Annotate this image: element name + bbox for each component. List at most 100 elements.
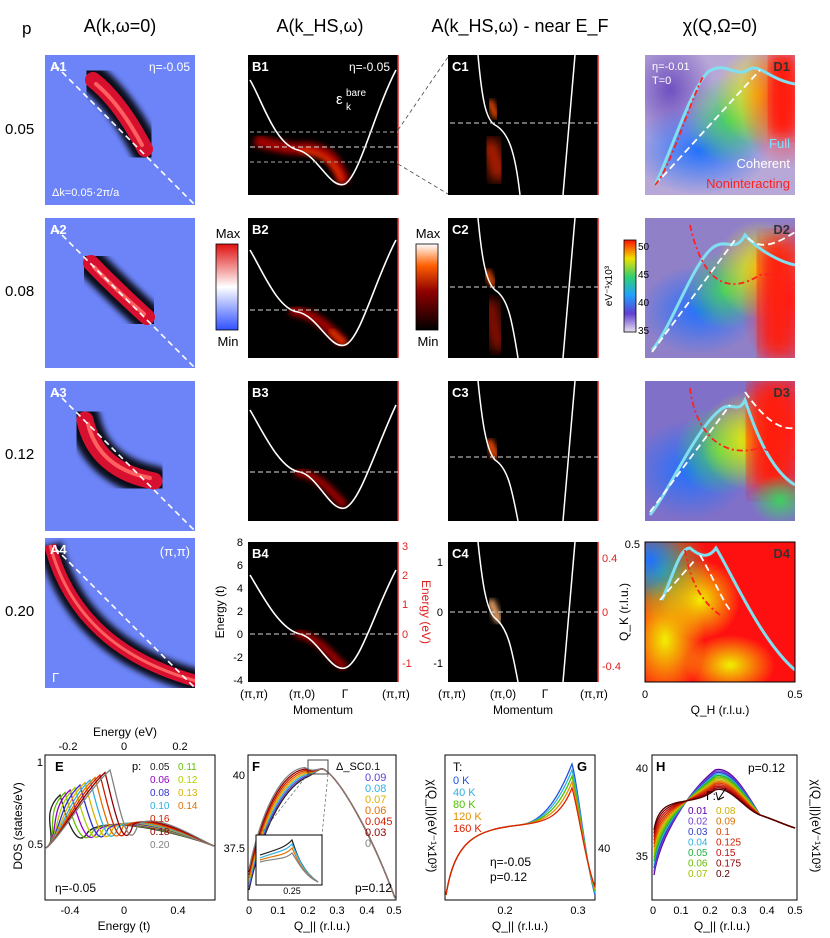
- y-axis-label-right: Energy (eV): [419, 580, 433, 644]
- legend-item: 0.18: [150, 827, 170, 838]
- legend-item: 0.06: [688, 859, 708, 870]
- y-tick-right: -1: [402, 658, 412, 670]
- legend-item: 0.09: [365, 772, 386, 784]
- inset-tick: 0.25: [283, 886, 301, 896]
- chi-curve: [248, 766, 396, 899]
- x-tick: 0.3: [731, 905, 746, 917]
- legend-item: 0.09: [716, 817, 736, 828]
- legend-item: 0.07: [688, 869, 708, 880]
- panel-d2: D2: [645, 218, 795, 358]
- panel-label: D2: [773, 222, 790, 237]
- y-tick: 0: [237, 629, 243, 641]
- y-tick: -2: [233, 652, 243, 664]
- panel-d3: D3: [645, 381, 795, 521]
- p-label: p=0.12: [490, 870, 527, 884]
- cbar-max: Max: [416, 226, 441, 241]
- x-tick: 0.2: [702, 905, 717, 917]
- panel-label: A3: [50, 385, 67, 400]
- panel-b2: B2: [248, 218, 399, 358]
- legend-item: 0.10: [150, 801, 170, 812]
- header-p: p: [22, 19, 31, 38]
- chi-curve: [445, 786, 596, 896]
- y-tick: 6: [237, 560, 243, 572]
- legend-item: 0.14: [178, 801, 198, 812]
- panel-label: H: [656, 759, 665, 774]
- legend-item: 0 K: [453, 775, 470, 787]
- dos-curve: [45, 781, 215, 849]
- panel-c4: C4 1 0 -1 0.4 0 -0.4 (π,π) (π,0) Γ (π,π)…: [433, 541, 621, 717]
- x-tick: Γ: [342, 687, 349, 701]
- panel-b3: B3: [248, 381, 399, 521]
- y-tick: 0: [437, 607, 443, 619]
- panel-label: A2: [50, 222, 67, 237]
- legend-title: Δ_SC:: [336, 761, 368, 773]
- x-tick: 0.4: [759, 905, 774, 917]
- header-col-c: A(k_HS,ω) - near E_F: [431, 16, 608, 37]
- x-tick: (π,π): [382, 687, 410, 701]
- x-tick: 0.1: [270, 905, 285, 917]
- note: p=0.12: [355, 881, 392, 895]
- y-tick-right: 0: [402, 629, 408, 641]
- dos-curve: [45, 776, 215, 849]
- legend-item: 0.07: [365, 794, 386, 806]
- panel-a2: A2: [45, 218, 195, 368]
- zoom-box: [307, 759, 329, 775]
- x-tick: (π,π): [240, 687, 268, 701]
- panel-label: D4: [773, 546, 790, 561]
- y-tick-right: 0.4: [602, 553, 617, 565]
- legend-item: 0.06: [365, 805, 386, 817]
- x-tick: (π,π): [580, 687, 608, 701]
- legend-full: Full: [769, 136, 790, 151]
- y-tick: 37.5: [224, 843, 245, 855]
- panel-label: D1: [773, 59, 790, 74]
- x-axis-label: Q_|| (r.l.u.): [492, 919, 548, 933]
- x-tick: 0.4: [359, 905, 374, 917]
- legend-item: 0: [365, 838, 371, 850]
- panel-a3: A3: [45, 381, 195, 531]
- x-tick: 0: [650, 905, 656, 917]
- y-tick: 4: [237, 583, 243, 595]
- legend-noninteracting: Noninteracting: [706, 176, 790, 191]
- colorbar-a: Max Min: [215, 226, 241, 349]
- legend-item: 0.175: [716, 859, 741, 870]
- x-tick: 0: [642, 689, 648, 701]
- panel-b4: B4 8 6 4 2 0 -2 -4 Energy (t) 3 2 1 0 -1…: [213, 537, 433, 717]
- x-tick: (π,0): [490, 687, 516, 701]
- legend-item: 0.15: [716, 848, 736, 859]
- eta-label: η=-0.05: [490, 855, 531, 869]
- doping-label: 0.08: [5, 283, 34, 300]
- panel-a4: A4 (π,π) Γ: [45, 538, 195, 688]
- x-tick: 0.5: [386, 905, 401, 917]
- y-tick-right: -0.4: [602, 661, 621, 673]
- y-tick: 8: [237, 537, 243, 549]
- legend-item: 0.1: [716, 827, 730, 838]
- panel-label: E: [55, 759, 64, 774]
- y-tick: 40: [233, 770, 245, 782]
- dos-curve: [45, 768, 215, 849]
- cbar-tick: 35: [638, 326, 650, 337]
- doping-label: 0.12: [5, 446, 34, 463]
- x-axis-label: Q_|| (r.l.u.): [294, 919, 350, 933]
- legend-item: 0.08: [365, 783, 386, 795]
- eta-label: η=-0.05: [55, 881, 96, 895]
- inset: 0.25: [255, 834, 323, 896]
- header-col-b: A(k_HS,ω): [276, 16, 363, 37]
- panel-h: H χ(Q_||)(eV⁻¹x10³) 40 35 0 0.1 0.2 0.3 …: [636, 754, 823, 933]
- x-axis-label: Momentum: [493, 703, 553, 717]
- cbar-min: Min: [218, 334, 239, 349]
- y-tick-right: 1: [402, 599, 408, 611]
- x-axis-label: Energy (t): [98, 919, 151, 933]
- x-axis-label: Momentum: [293, 703, 353, 717]
- cbar-min: Min: [418, 334, 439, 349]
- doping-label: 0.05: [5, 121, 34, 138]
- y-tick: 0.5: [625, 539, 640, 551]
- eta-label: η=-0.05: [149, 60, 190, 74]
- chi-curves: [653, 768, 796, 876]
- panel-label: G: [577, 759, 587, 774]
- header-col-a: A(k,ω=0): [84, 16, 157, 36]
- panel-e: Energy (eV) -0.2 0 0.2 1 0.5 DOS (states…: [11, 725, 216, 933]
- y-axis-label: Q_K (r.l.u.): [617, 583, 631, 641]
- panel-a1: A1 η=-0.05 Δk=0.05·2π/a: [45, 55, 195, 205]
- cbar-tick: 50: [638, 242, 650, 253]
- legend-item: 0.045: [365, 816, 393, 828]
